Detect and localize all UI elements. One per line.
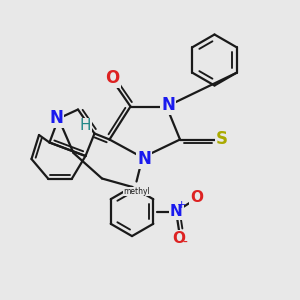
Text: methyl: methyl [123, 187, 150, 196]
Text: O: O [105, 69, 120, 87]
Text: -: - [183, 236, 188, 250]
Text: methyl: methyl [135, 188, 140, 189]
Text: H: H [80, 118, 91, 134]
Text: N: N [137, 150, 151, 168]
Text: N: N [49, 109, 63, 127]
Text: O: O [172, 231, 186, 246]
Text: N: N [161, 96, 175, 114]
Text: O: O [190, 190, 204, 206]
Text: S: S [216, 130, 228, 148]
Text: N: N [170, 204, 182, 219]
Text: +: + [177, 200, 186, 211]
